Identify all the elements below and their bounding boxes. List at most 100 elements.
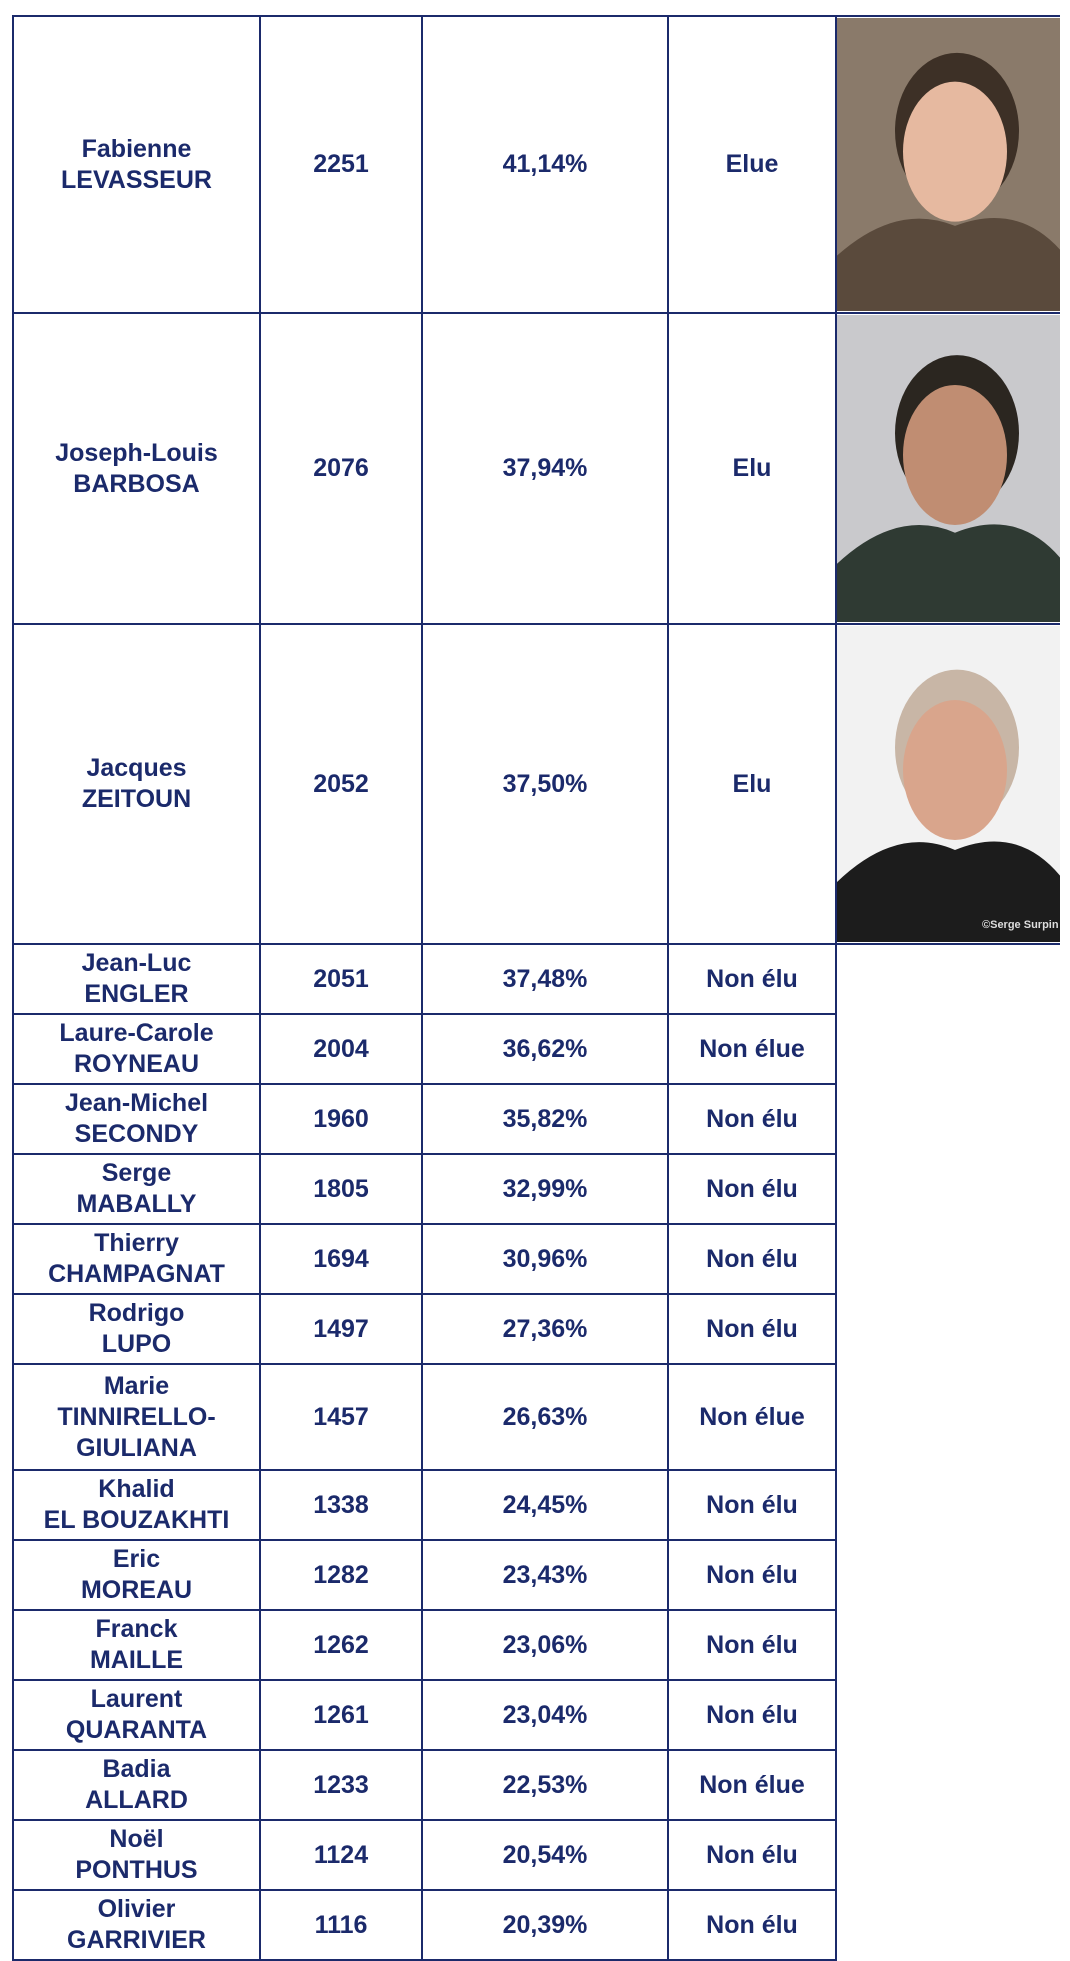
- last-name: LEVASSEUR: [61, 165, 212, 194]
- candidate-name: Jacques ZEITOUN: [12, 623, 261, 945]
- status: Non élu: [667, 943, 837, 1015]
- empty-cell: [836, 1014, 1060, 1084]
- empty-cell: [836, 1154, 1060, 1224]
- photo-cell: [835, 15, 1060, 314]
- table-row: Olivier GARRIVIER 1116 20,39% Non élu: [12, 1889, 1060, 1961]
- first-name: Jean-Luc: [81, 949, 192, 977]
- table-row: Laure-Carole ROYNEAU 2004 36,62% Non élue: [12, 1013, 1060, 1085]
- first-name: Jean-Michel: [64, 1089, 209, 1117]
- empty-cell: [836, 1610, 1060, 1680]
- status: Non élue: [667, 1013, 837, 1085]
- first-name: Franck: [95, 1615, 178, 1643]
- percent: 27,36%: [421, 1293, 669, 1365]
- percent: 41,14%: [421, 15, 669, 314]
- first-name: Jacques: [86, 754, 187, 782]
- photo-cell: ©Serge Surpin: [835, 623, 1060, 945]
- candidate-name: Marie TINNIRELLO-GIULIANA: [12, 1363, 261, 1471]
- last-name: SECONDY: [74, 1120, 199, 1148]
- status: Non élu: [667, 1083, 837, 1155]
- first-name: Olivier: [97, 1895, 176, 1923]
- empty-cell: [836, 944, 1060, 1014]
- votes: 1261: [259, 1679, 423, 1751]
- last-name: ROYNEAU: [73, 1050, 199, 1078]
- photo-credit: ©Serge Surpin: [982, 919, 1059, 931]
- votes: 1497: [259, 1293, 423, 1365]
- votes: 2052: [259, 623, 423, 945]
- votes: 1233: [259, 1749, 423, 1821]
- candidate-name: Badia ALLARD: [12, 1749, 261, 1821]
- table-row: Joseph-Louis BARBOSA 2076 37,94% Elu: [12, 312, 1060, 625]
- votes: 1338: [259, 1469, 423, 1541]
- percent: 37,50%: [421, 623, 669, 945]
- percent: 20,54%: [421, 1819, 669, 1891]
- first-name: Thierry: [94, 1229, 179, 1257]
- last-name: ALLARD: [85, 1786, 188, 1814]
- status: Elue: [667, 15, 837, 314]
- candidate-name: Jean-Luc ENGLER: [12, 943, 261, 1015]
- table-row: Marie TINNIRELLO-GIULIANA 1457 26,63% Non él…: [12, 1363, 1060, 1471]
- votes: 1282: [259, 1539, 423, 1611]
- candidate-name: Fabienne LEVASSEUR: [12, 15, 261, 314]
- votes: 2076: [259, 312, 423, 625]
- percent: 35,82%: [421, 1083, 669, 1155]
- first-name: Fabienne: [81, 134, 192, 163]
- table-row: Jean-Michel SECONDY 1960 35,82% Non élu: [12, 1083, 1060, 1155]
- portrait: ©Serge Surpin: [838, 626, 1060, 942]
- votes: 1805: [259, 1153, 423, 1225]
- status: Non élue: [667, 1363, 837, 1471]
- votes: 1124: [259, 1819, 423, 1891]
- first-name: Marie: [103, 1371, 170, 1400]
- empty-cell: [836, 1084, 1060, 1154]
- table-row: Jacques ZEITOUN 2052 37,50% Elu ©Serge Surpi…: [12, 623, 1060, 945]
- percent: 20,39%: [421, 1889, 669, 1961]
- candidate-name: Eric MOREAU: [12, 1539, 261, 1611]
- percent: 23,43%: [421, 1539, 669, 1611]
- first-name: Eric: [112, 1545, 161, 1573]
- results-table: Fabienne LEVASSEUR 2251 41,14% Elue Joseph-L…: [12, 15, 1060, 1961]
- status: Non élu: [667, 1539, 837, 1611]
- empty-cell: [836, 1294, 1060, 1364]
- last-name: ENGLER: [84, 980, 189, 1008]
- table-row: Badia ALLARD 1233 22,53% Non élue: [12, 1749, 1060, 1821]
- candidate-name: Khalid EL BOUZAKHTI: [12, 1469, 261, 1541]
- last-name: ZEITOUN: [81, 785, 192, 813]
- table-row: Laurent QUARANTA 1261 23,04% Non élu: [12, 1679, 1060, 1751]
- last-name: LUPO: [101, 1330, 172, 1358]
- percent: 30,96%: [421, 1223, 669, 1295]
- status: Non élu: [667, 1293, 837, 1365]
- status: Non élu: [667, 1153, 837, 1225]
- table-row: Serge MABALLY 1805 32,99% Non élu: [12, 1153, 1060, 1225]
- votes: 2051: [259, 943, 423, 1015]
- empty-cell: [836, 1750, 1060, 1820]
- table-row: Noël PONTHUS 1124 20,54% Non élu: [12, 1819, 1060, 1891]
- status: Non élu: [667, 1609, 837, 1681]
- table-row: Eric MOREAU 1282 23,43% Non élu: [12, 1539, 1060, 1611]
- empty-cell: [836, 1364, 1060, 1470]
- votes: 1116: [259, 1889, 423, 1961]
- candidate-name: Noël PONTHUS: [12, 1819, 261, 1891]
- candidate-name: Joseph-Louis BARBOSA: [12, 312, 261, 625]
- candidate-name: Olivier GARRIVIER: [12, 1889, 261, 1961]
- empty-cell: [836, 1890, 1060, 1960]
- votes: 1457: [259, 1363, 423, 1471]
- percent: 36,62%: [421, 1013, 669, 1085]
- first-name: Joseph-Louis: [55, 438, 218, 467]
- last-name: TINNIRELLO-GIULIANA: [57, 1402, 216, 1462]
- percent: 32,99%: [421, 1153, 669, 1225]
- status: Non élu: [667, 1223, 837, 1295]
- first-name: Badia: [102, 1755, 171, 1783]
- last-name: MABALLY: [76, 1190, 197, 1218]
- empty-cell: [836, 1540, 1060, 1610]
- table-row: Franck MAILLE 1262 23,06% Non élu: [12, 1609, 1060, 1681]
- first-name: Rodrigo: [88, 1299, 185, 1327]
- empty-cell: [836, 1470, 1060, 1540]
- last-name: EL BOUZAKHTI: [43, 1506, 230, 1534]
- empty-cell: [836, 1680, 1060, 1750]
- percent: 37,94%: [421, 312, 669, 625]
- first-name: Noël: [109, 1825, 164, 1853]
- first-name: Laure-Carole: [59, 1019, 214, 1047]
- table-row: Khalid EL BOUZAKHTI 1338 24,45% Non élu: [12, 1469, 1060, 1541]
- first-name: Serge: [101, 1159, 172, 1187]
- portrait: [838, 18, 1060, 311]
